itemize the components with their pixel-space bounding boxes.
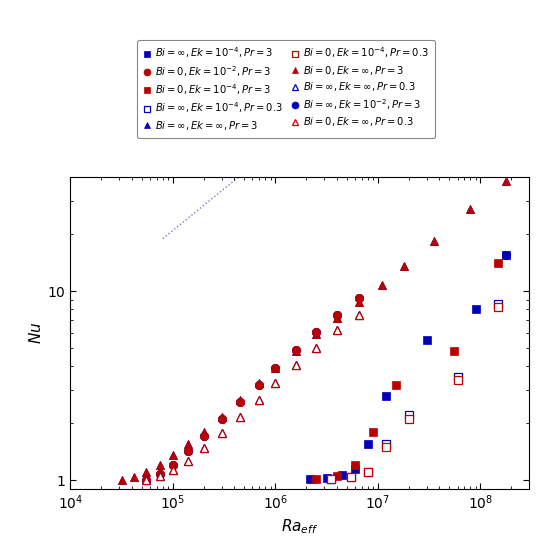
X-axis label: $Ra_{eff}$: $Ra_{eff}$ — [281, 518, 319, 536]
Legend: $Bi=\infty, Ek=10^{-4}, Pr=3$, $Bi=0, Ek=10^{-2}, Pr=3$, $Bi=0, Ek=10^{-4}, Pr=3: $Bi=\infty, Ek=10^{-4}, Pr=3$, $Bi=0, Ek… — [137, 40, 435, 137]
Y-axis label: $Nu$: $Nu$ — [28, 322, 44, 344]
